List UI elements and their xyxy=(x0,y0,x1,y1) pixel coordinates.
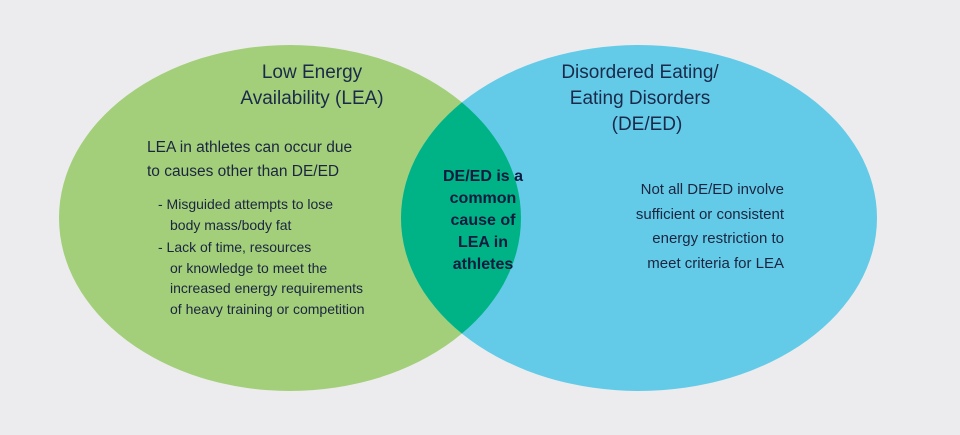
lea-title-line: Low Energy xyxy=(261,62,363,83)
deed-title: Disordered Eating/ Eating Disorders (DE/… xyxy=(540,60,740,138)
lea-description-line: to causes other than DE/ED xyxy=(147,163,340,180)
overlap-text-line: athletes xyxy=(452,256,514,273)
lea-circle xyxy=(59,45,521,391)
lea-description-line: LEA in athletes can occur due xyxy=(147,139,353,156)
deed-title-line: Eating Disorders xyxy=(569,88,711,109)
bullet-line: body mass/body fat xyxy=(170,216,292,233)
bullet-line: of heavy training or competition xyxy=(170,300,365,317)
lea-bullet-1: - Misguided attempts to lose body mass/bo… xyxy=(158,194,333,235)
deed-description-line: energy restriction to xyxy=(652,230,784,247)
overlap-text-line: LEA in xyxy=(457,234,509,251)
deed-title-line: Disordered Eating/ xyxy=(561,62,719,83)
deed-title-line: (DE/ED) xyxy=(611,114,683,135)
overlap-text-line: common xyxy=(449,190,517,207)
overlap-text-line: DE/ED is a xyxy=(442,168,524,185)
lea-description: LEA in athletes can occur due to causes … xyxy=(147,136,352,184)
lea-bullet-2: - Lack of time, resources or knowledge to… xyxy=(158,237,365,319)
overlap-text-line: cause of xyxy=(450,212,516,229)
deed-description-line: meet criteria for LEA xyxy=(647,254,784,272)
bullet-line: increased energy requirements xyxy=(170,280,363,296)
lea-title-line: Availability (LEA) xyxy=(240,88,384,109)
deed-description-line: Not all DE/ED involve xyxy=(640,181,784,198)
bullet-line: - Misguided attempts to lose xyxy=(158,196,334,212)
bullet-line: - Lack of time, resources xyxy=(158,239,312,255)
deed-description: Not all DE/ED involve sufficient or cons… xyxy=(636,178,784,276)
lea-title: Low Energy Availability (LEA) xyxy=(212,60,412,112)
bullet-line: - Lack of time, resources or knowledge to… xyxy=(158,237,365,319)
overlap-text: DE/ED is a common cause of LEA in athlet… xyxy=(423,166,543,276)
deed-circle xyxy=(401,45,877,391)
deed-description-line: sufficient or consistent xyxy=(635,205,784,223)
bullet-line: - Misguided attempts to lose body mass/bo… xyxy=(158,194,333,235)
bullet-line: or knowledge to meet the xyxy=(170,259,328,276)
